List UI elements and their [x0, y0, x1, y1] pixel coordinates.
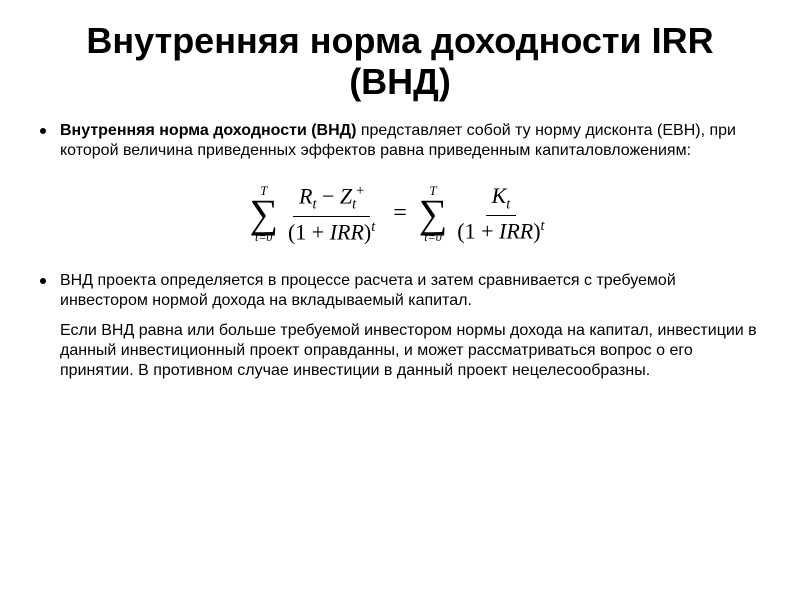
bullet-1: Внутренняя норма доходности (ВНД) предст…	[40, 121, 760, 161]
sigma-right: T ∑ t=0	[419, 184, 448, 243]
fraction-left: Rt − Zt+ (1 + IRR)t	[282, 183, 381, 245]
sigma-left-lower: t=0	[255, 231, 272, 243]
sigma-icon: ∑	[249, 197, 278, 231]
page-title: Внутренняя норма доходности IRR (ВНД)	[40, 20, 760, 103]
bullet-dot-icon	[40, 278, 46, 284]
sigma-icon: ∑	[419, 197, 448, 231]
bullet-1-text: Внутренняя норма доходности (ВНД) предст…	[60, 121, 760, 161]
fraction-left-den: (1 + IRR)t	[282, 217, 381, 245]
formula-right: T ∑ t=0 Kt (1 + IRR)t	[419, 183, 551, 245]
fraction-left-num: Rt − Zt+	[293, 183, 370, 217]
fraction-right: Kt (1 + IRR)t	[451, 183, 550, 245]
bullet-2: ВНД проекта определяется в процессе расч…	[40, 271, 760, 311]
paragraph-3: Если ВНД равна или больше требуемой инве…	[60, 321, 760, 381]
formula: T ∑ t=0 Rt − Zt+ (1 + IRR)t = T ∑ t=0 Kt…	[40, 183, 760, 245]
formula-left: T ∑ t=0 Rt − Zt+ (1 + IRR)t	[249, 183, 381, 245]
fraction-right-den: (1 + IRR)t	[451, 216, 550, 244]
fraction-right-num: Kt	[486, 183, 517, 216]
sigma-left: T ∑ t=0	[249, 184, 278, 243]
bullet-2-text: ВНД проекта определяется в процессе расч…	[60, 271, 760, 311]
sigma-right-lower: t=0	[424, 231, 441, 243]
bullet-dot-icon	[40, 128, 46, 134]
equals-sign: =	[393, 200, 407, 227]
bullet-1-lead: Внутренняя норма доходности (ВНД)	[60, 122, 356, 139]
